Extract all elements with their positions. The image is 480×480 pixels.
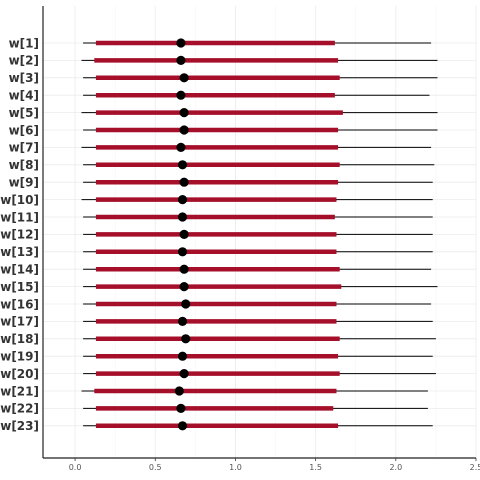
- point-estimate: [176, 142, 186, 152]
- point-estimate: [176, 55, 186, 65]
- point-estimate: [177, 351, 188, 361]
- y-tick-label: w[2]: [9, 54, 39, 68]
- x-tick-label: 2.0: [389, 463, 402, 472]
- y-tick-label: w[7]: [9, 141, 39, 155]
- y-tick-label: w[9]: [9, 176, 39, 190]
- x-tick-label: 1.5: [309, 463, 322, 472]
- x-tick-label: 0.5: [149, 463, 162, 472]
- point-estimate: [179, 73, 189, 83]
- point-estimate: [179, 177, 189, 187]
- y-tick-label: w[23]: [0, 419, 39, 433]
- y-tick-label: w[8]: [9, 158, 39, 172]
- y-tick-label: w[22]: [0, 402, 39, 416]
- y-tick-label: w[21]: [0, 384, 39, 398]
- y-tick-label: w[10]: [0, 193, 39, 207]
- y-tick-label: w[16]: [0, 297, 39, 311]
- y-tick-label: w[6]: [9, 123, 39, 137]
- point-estimate: [174, 386, 184, 396]
- point-estimate: [177, 421, 188, 431]
- y-tick-label: w[19]: [0, 350, 39, 364]
- intervals: [81, 38, 438, 431]
- point-estimate: [177, 247, 188, 257]
- point-estimate: [179, 108, 189, 118]
- point-estimate: [177, 160, 188, 170]
- point-estimate: [179, 264, 189, 274]
- y-tick-label: w[18]: [0, 332, 39, 346]
- point-estimate: [176, 403, 186, 413]
- y-tick-label: w[4]: [9, 89, 39, 103]
- point-estimate: [177, 316, 188, 326]
- point-estimate: [176, 38, 186, 48]
- point-estimate: [181, 334, 191, 344]
- x-tick-label: 0.0: [69, 463, 82, 472]
- point-estimate: [177, 212, 188, 222]
- y-tick-label: w[1]: [9, 36, 39, 50]
- y-tick-label: w[11]: [0, 210, 39, 224]
- y-tick-label: w[14]: [0, 263, 39, 277]
- x-axis-ticks: 0.0 0.5 1.0 1.5 2.0 2.5: [69, 458, 480, 472]
- point-estimate: [179, 125, 189, 135]
- y-tick-label: w[3]: [9, 71, 39, 85]
- x-tick-label: 2.5: [470, 463, 480, 472]
- point-estimate: [179, 282, 189, 292]
- y-tick-label: w[12]: [0, 228, 39, 242]
- point-estimate: [179, 369, 189, 379]
- y-tick-label: w[5]: [9, 106, 39, 120]
- y-tick-label: w[20]: [0, 367, 39, 381]
- point-estimate: [177, 195, 188, 205]
- y-axis-labels: w[1] w[2] w[3] w[4] w[5] w[6] w[7] w[8] w[9] w[10…: [0, 36, 39, 433]
- point-estimate: [179, 229, 189, 239]
- point-estimate: [181, 299, 191, 309]
- y-tick-label: w[15]: [0, 280, 39, 294]
- y-tick-label: w[17]: [0, 315, 39, 329]
- point-estimate: [176, 90, 186, 100]
- y-tick-label: w[13]: [0, 245, 39, 259]
- x-tick-label: 1.0: [229, 463, 242, 472]
